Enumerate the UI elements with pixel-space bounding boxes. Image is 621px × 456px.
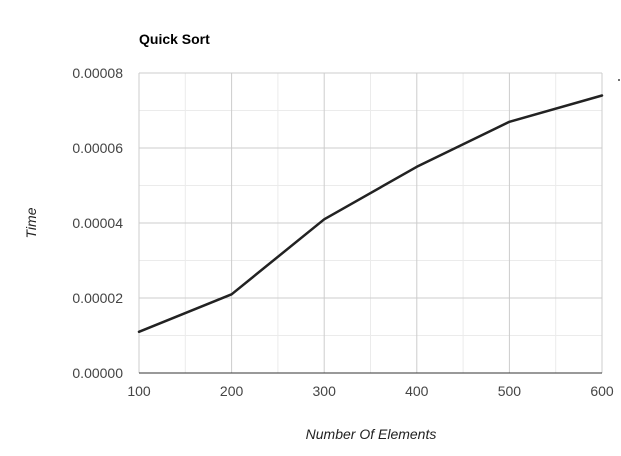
x-tick-label: 500 — [498, 383, 522, 399]
y-tick-label: 0.00002 — [72, 290, 123, 306]
chart-title: Quick Sort — [139, 31, 210, 47]
y-tick-label: 0.00008 — [72, 65, 123, 81]
x-tick-label: 400 — [405, 383, 429, 399]
y-tick-label: 0.00000 — [72, 365, 123, 381]
y-tick-label: 0.00006 — [72, 140, 123, 156]
x-axis-title: Number Of Elements — [306, 426, 437, 442]
tick-layer: 100 200 300 400 500 600 0.00000 0.00002 0.00004 0… — [72, 65, 614, 399]
grid-layer — [138, 72, 603, 374]
x-tick-label: 200 — [220, 383, 244, 399]
y-tick-label: 0.00004 — [72, 215, 123, 231]
x-tick-label: 300 — [313, 383, 337, 399]
y-axis-title: Time — [23, 207, 39, 238]
series-layer — [137, 94, 604, 334]
series-line — [137, 94, 604, 334]
x-tick-label: 100 — [127, 383, 151, 399]
x-tick-label: 600 — [590, 383, 614, 399]
decorative-dot — [618, 79, 620, 81]
